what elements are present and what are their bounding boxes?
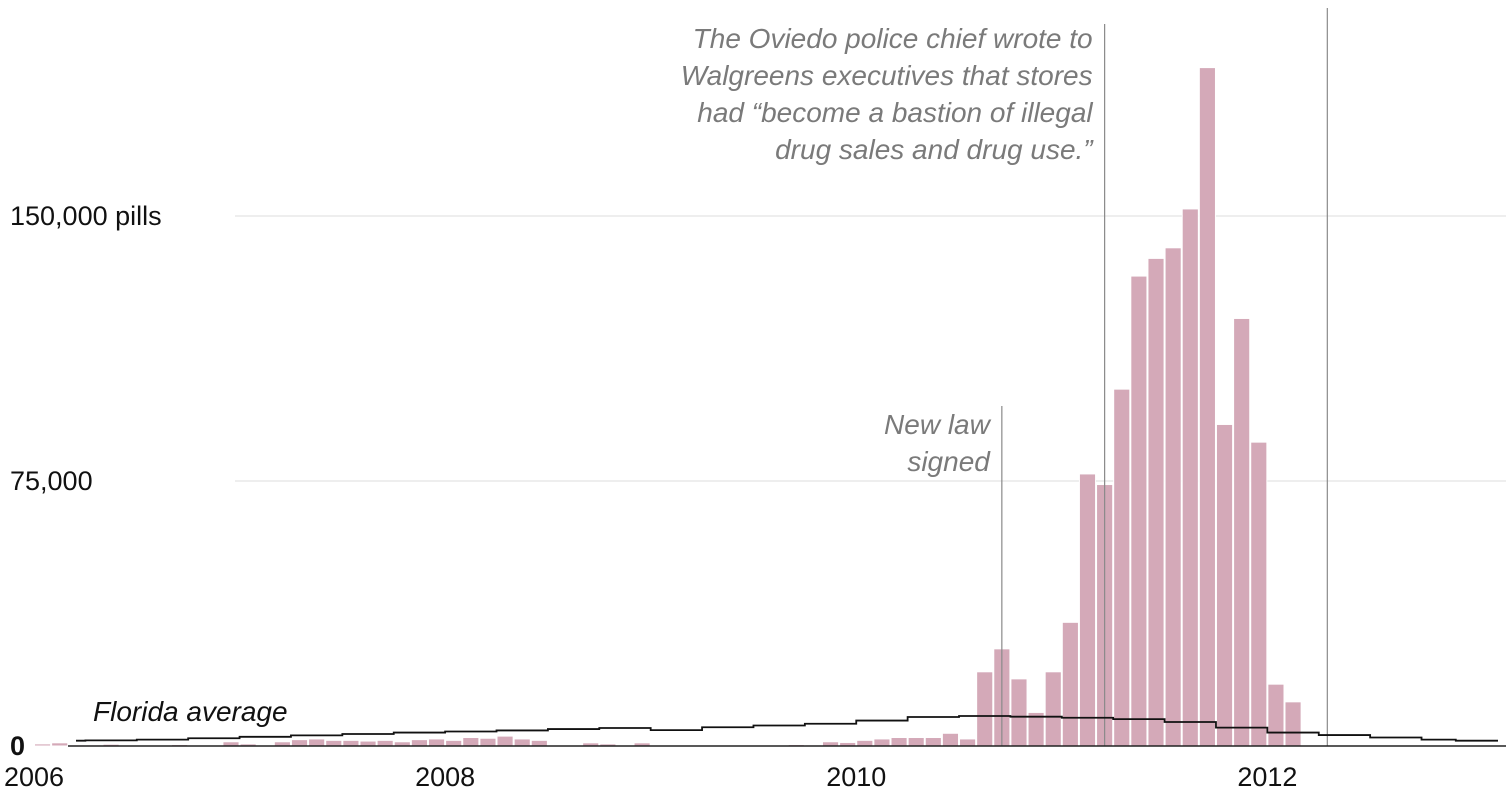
bar <box>479 737 497 747</box>
y-tick-label: 0 <box>10 731 25 761</box>
annotation-text: Walgreens executives that stores <box>681 60 1093 91</box>
bar <box>1044 671 1062 747</box>
bar <box>1061 621 1079 747</box>
bars <box>34 67 1302 747</box>
x-tick-label: 2006 <box>4 762 64 791</box>
bar <box>1147 257 1165 747</box>
bar <box>890 737 908 747</box>
bar <box>1250 441 1268 747</box>
bar <box>856 739 874 747</box>
florida-average-label: Florida average <box>93 696 288 727</box>
bar <box>308 738 326 747</box>
bar <box>1198 67 1216 747</box>
bar <box>1010 678 1028 747</box>
x-tick-label: 2012 <box>1237 762 1297 791</box>
florida-average-line <box>76 715 1498 742</box>
bar <box>959 738 977 747</box>
labels: 0 75,000 150,000 pills 2006 2008 2010 2012 Flor… <box>4 23 1297 791</box>
bar <box>462 737 480 747</box>
annotation-lines <box>1001 8 1328 746</box>
bar <box>1130 275 1148 747</box>
bar <box>907 737 925 747</box>
bar <box>1181 208 1199 747</box>
bar <box>51 742 69 747</box>
bar <box>976 671 994 747</box>
bar <box>290 739 309 747</box>
bar <box>342 739 360 747</box>
bar <box>376 739 394 747</box>
y-tick-label: 150,000 pills <box>10 201 162 231</box>
annotation-text: drug sales and drug use.” <box>775 134 1094 165</box>
bar <box>496 735 514 747</box>
bar <box>1164 247 1182 747</box>
bar <box>530 739 548 747</box>
bar <box>325 739 343 747</box>
bar <box>924 737 942 747</box>
bar <box>410 739 428 747</box>
annotation-text: The Oviedo police chief wrote to <box>693 23 1093 54</box>
y-tick-label: 75,000 <box>10 466 93 496</box>
annotation-text: had “become a bastion of illegal <box>697 97 1093 128</box>
bar <box>445 739 463 747</box>
bar <box>941 732 960 747</box>
gridlines <box>235 215 1506 482</box>
bar <box>427 738 446 747</box>
annotation-text: New law <box>884 409 992 440</box>
bar <box>1215 423 1234 747</box>
bar <box>513 738 531 747</box>
bar <box>34 743 52 747</box>
bar <box>1113 388 1131 747</box>
annotation-text: signed <box>907 446 991 477</box>
bar <box>1078 473 1097 747</box>
florida-average-line-group <box>76 715 1498 742</box>
bar <box>1284 701 1302 747</box>
bar <box>1233 317 1251 747</box>
bar <box>1267 683 1285 747</box>
x-tick-label: 2008 <box>415 762 475 791</box>
bar <box>873 738 891 747</box>
x-tick-label: 2010 <box>826 762 886 791</box>
